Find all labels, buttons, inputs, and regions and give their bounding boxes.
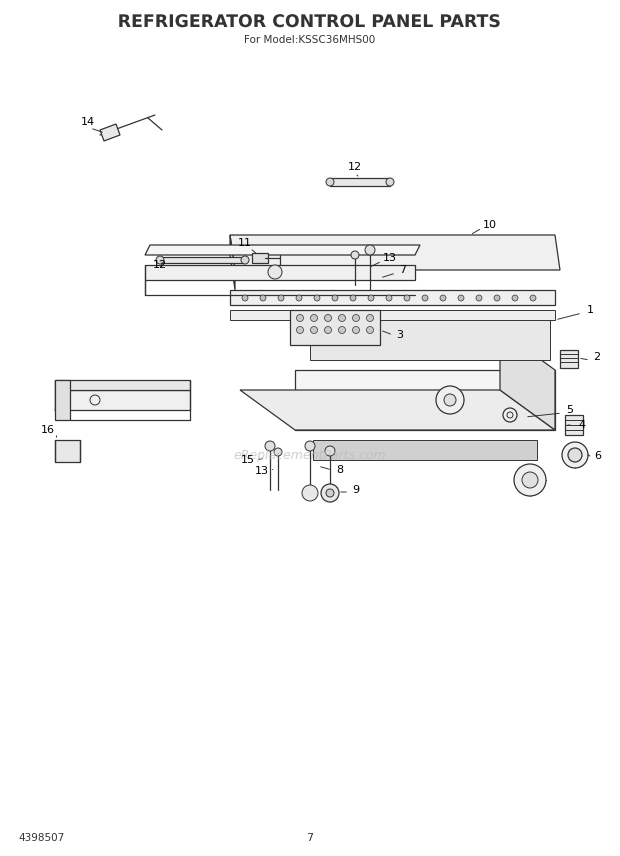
Circle shape [514, 464, 546, 496]
Polygon shape [565, 415, 583, 435]
Circle shape [314, 295, 320, 301]
Polygon shape [500, 330, 555, 430]
Circle shape [326, 489, 334, 497]
Text: 4398507: 4398507 [18, 833, 64, 843]
Circle shape [351, 251, 359, 259]
Text: eReplacementParts.com: eReplacementParts.com [234, 449, 386, 461]
Circle shape [444, 394, 456, 406]
Circle shape [366, 314, 373, 322]
Polygon shape [55, 380, 70, 420]
Text: 15: 15 [241, 455, 255, 465]
Polygon shape [560, 350, 578, 368]
Text: 8: 8 [337, 465, 343, 475]
Circle shape [321, 484, 339, 502]
Polygon shape [55, 440, 80, 462]
Text: For Model:KSSC36MHS00: For Model:KSSC36MHS00 [244, 35, 376, 45]
Circle shape [332, 295, 338, 301]
Circle shape [265, 441, 275, 451]
Circle shape [326, 178, 334, 186]
Polygon shape [230, 290, 555, 305]
Circle shape [302, 485, 318, 501]
Circle shape [296, 295, 302, 301]
Circle shape [278, 295, 284, 301]
Circle shape [562, 442, 588, 468]
Polygon shape [240, 390, 555, 430]
Polygon shape [252, 253, 268, 263]
Circle shape [503, 408, 517, 422]
Circle shape [353, 326, 360, 334]
Circle shape [156, 256, 164, 264]
Polygon shape [230, 310, 555, 320]
Circle shape [458, 295, 464, 301]
Text: 7: 7 [306, 833, 314, 843]
Text: 16: 16 [41, 425, 55, 435]
Polygon shape [295, 370, 555, 430]
Circle shape [366, 326, 373, 334]
Circle shape [368, 295, 374, 301]
Text: 14: 14 [81, 117, 95, 127]
Circle shape [274, 448, 282, 456]
Polygon shape [313, 440, 537, 460]
Circle shape [386, 295, 392, 301]
Polygon shape [230, 235, 560, 270]
Circle shape [365, 245, 375, 255]
Circle shape [305, 441, 315, 451]
Polygon shape [100, 124, 120, 141]
Circle shape [568, 448, 582, 462]
Circle shape [311, 314, 317, 322]
Circle shape [325, 446, 335, 456]
Polygon shape [330, 178, 390, 186]
Circle shape [476, 295, 482, 301]
Circle shape [494, 295, 500, 301]
Circle shape [339, 314, 345, 322]
Polygon shape [145, 245, 420, 255]
Circle shape [324, 326, 332, 334]
Circle shape [350, 295, 356, 301]
Circle shape [440, 295, 446, 301]
Text: REFRIGERATOR CONTROL PANEL PARTS: REFRIGERATOR CONTROL PANEL PARTS [118, 13, 502, 31]
Text: 10: 10 [483, 220, 497, 230]
Circle shape [386, 178, 394, 186]
Circle shape [296, 314, 304, 322]
Text: 5: 5 [567, 405, 574, 415]
Circle shape [324, 314, 332, 322]
Polygon shape [290, 310, 380, 345]
Circle shape [530, 295, 536, 301]
Text: REFRIGERATOR CONTROL PANEL PARTS: REFRIGERATOR CONTROL PANEL PARTS [118, 13, 502, 31]
Circle shape [422, 295, 428, 301]
Polygon shape [230, 235, 235, 290]
Polygon shape [160, 257, 245, 263]
Circle shape [268, 265, 282, 279]
Circle shape [311, 326, 317, 334]
Text: 11: 11 [238, 238, 252, 248]
Text: 13: 13 [255, 466, 269, 476]
Text: 4: 4 [578, 420, 585, 430]
Circle shape [339, 326, 345, 334]
Text: 6: 6 [595, 451, 601, 461]
Polygon shape [55, 380, 190, 390]
Circle shape [353, 314, 360, 322]
Circle shape [512, 295, 518, 301]
Polygon shape [55, 390, 190, 410]
Circle shape [241, 256, 249, 264]
Polygon shape [145, 265, 415, 280]
Text: 1: 1 [587, 305, 593, 315]
Circle shape [522, 472, 538, 488]
Circle shape [242, 295, 248, 301]
Circle shape [404, 295, 410, 301]
Text: 12: 12 [348, 162, 362, 172]
Circle shape [296, 326, 304, 334]
Text: 12: 12 [153, 260, 167, 270]
Text: 7: 7 [399, 265, 407, 275]
Text: 9: 9 [352, 485, 360, 495]
Text: 13: 13 [383, 253, 397, 263]
Circle shape [260, 295, 266, 301]
Text: 2: 2 [593, 352, 601, 362]
Circle shape [436, 386, 464, 414]
Polygon shape [310, 315, 550, 360]
Text: 3: 3 [397, 330, 404, 340]
